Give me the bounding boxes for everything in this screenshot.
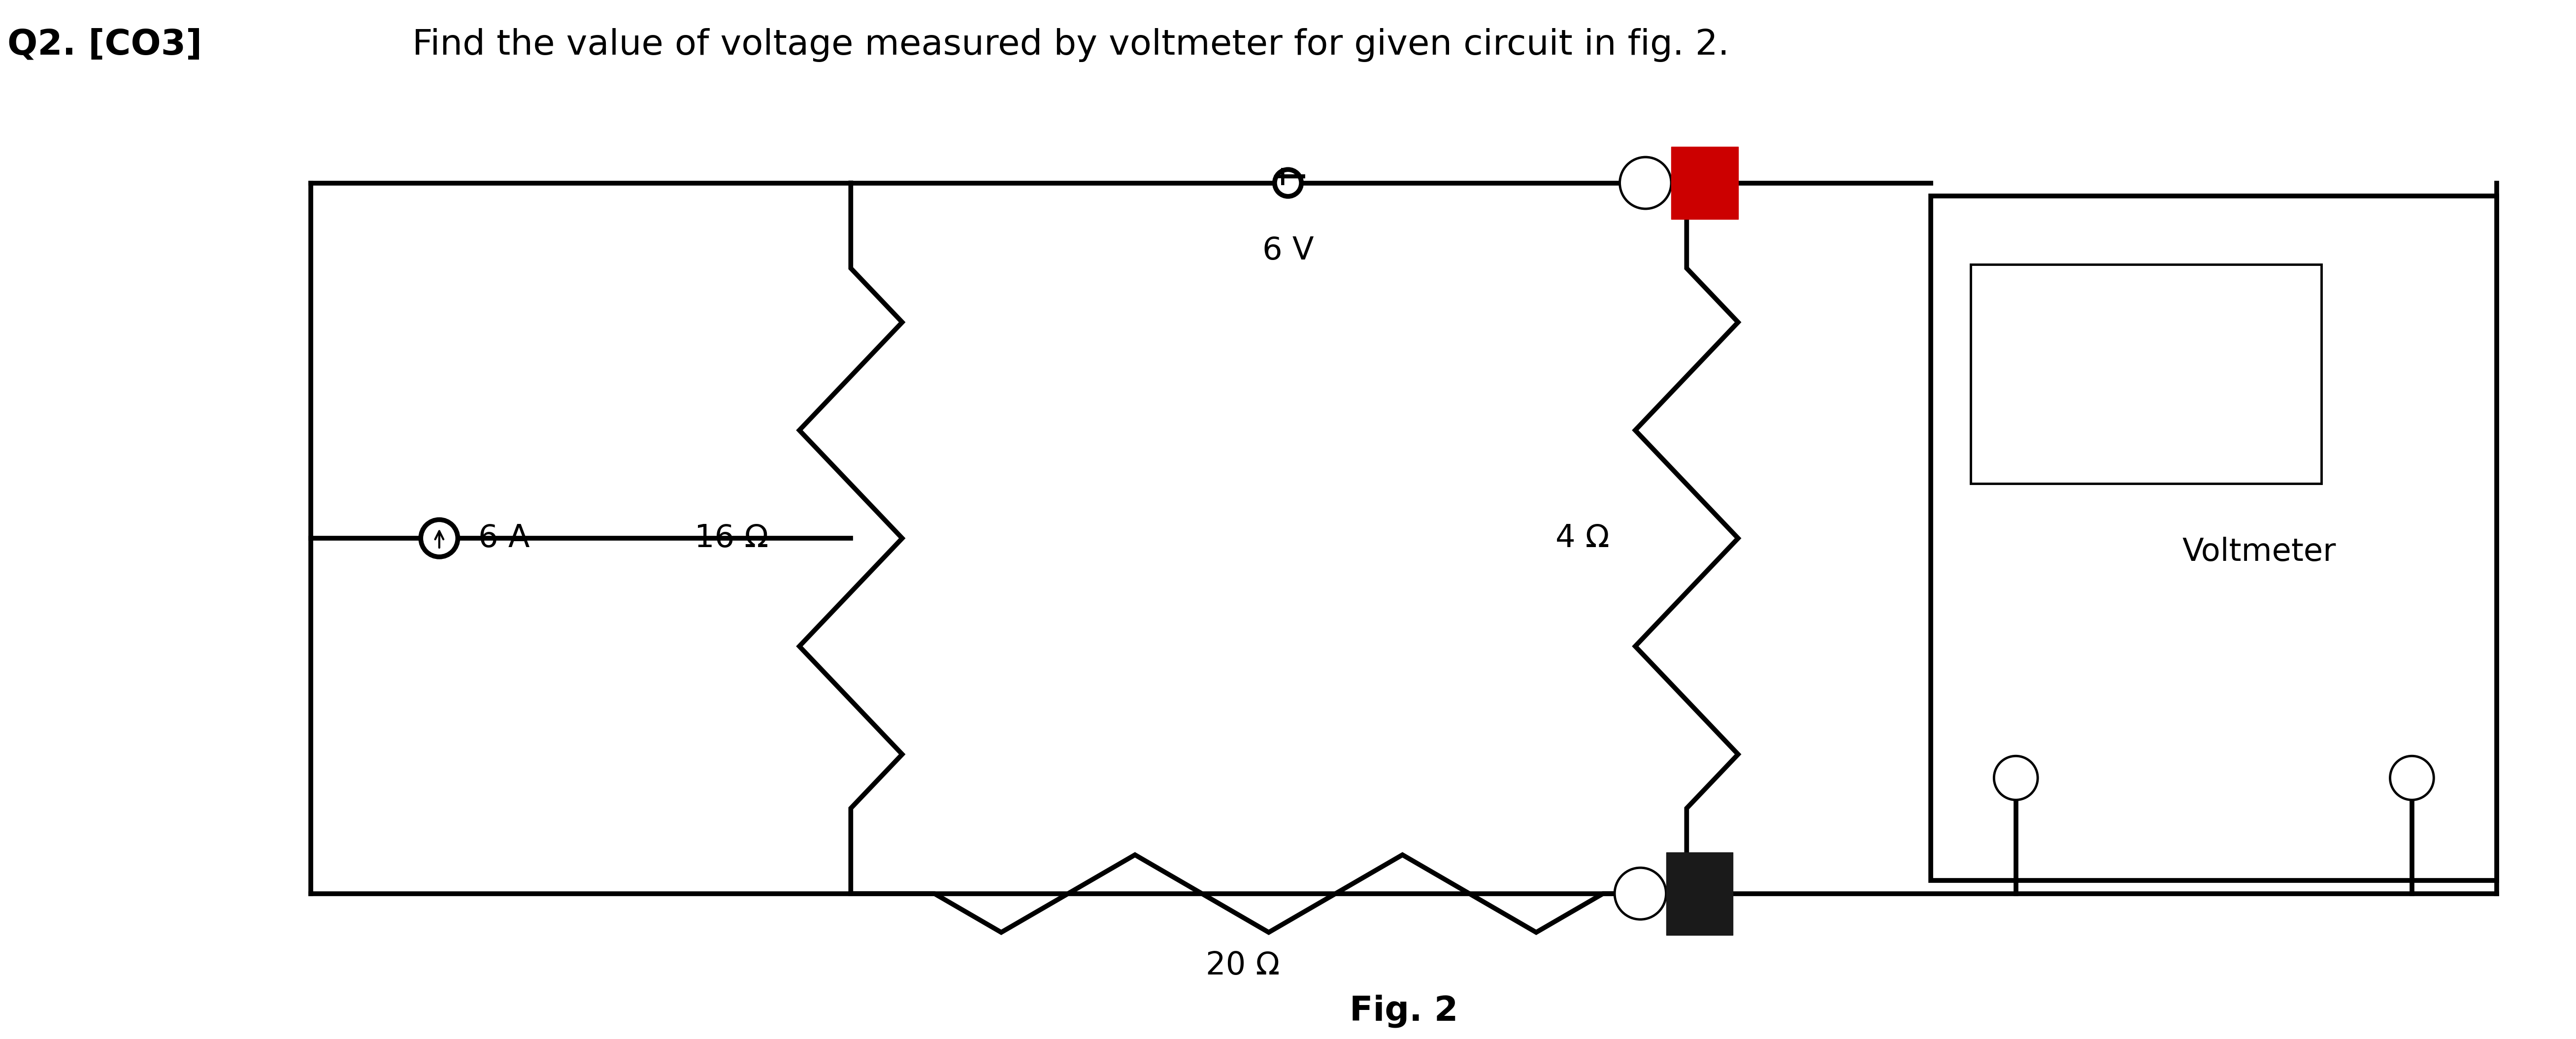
Text: 4 Ω: 4 Ω xyxy=(1556,523,1610,554)
Circle shape xyxy=(2391,756,2434,800)
Circle shape xyxy=(1615,868,1667,920)
Text: Voltmeter: Voltmeter xyxy=(2182,537,2336,567)
Text: 16 Ω: 16 Ω xyxy=(696,523,768,554)
Bar xyxy=(1971,264,2321,483)
Text: Fig. 2: Fig. 2 xyxy=(1350,994,1458,1028)
Text: +: + xyxy=(1270,164,1293,191)
Circle shape xyxy=(1275,169,1301,196)
Circle shape xyxy=(1994,756,2038,800)
Bar xyxy=(1932,196,2496,881)
Text: 20 Ω: 20 Ω xyxy=(1206,951,1280,981)
Bar xyxy=(1672,146,1739,219)
Text: 6 V: 6 V xyxy=(1262,235,1314,266)
Circle shape xyxy=(1620,157,1672,209)
Text: Find the value of voltage measured by voltmeter for given circuit in fig. 2.: Find the value of voltage measured by vo… xyxy=(402,28,1728,62)
Circle shape xyxy=(420,520,459,557)
Text: Q2. [CO3]: Q2. [CO3] xyxy=(8,28,201,62)
Bar xyxy=(1667,852,1734,935)
Text: 6 A: 6 A xyxy=(479,523,531,554)
Text: −: − xyxy=(1278,161,1309,194)
